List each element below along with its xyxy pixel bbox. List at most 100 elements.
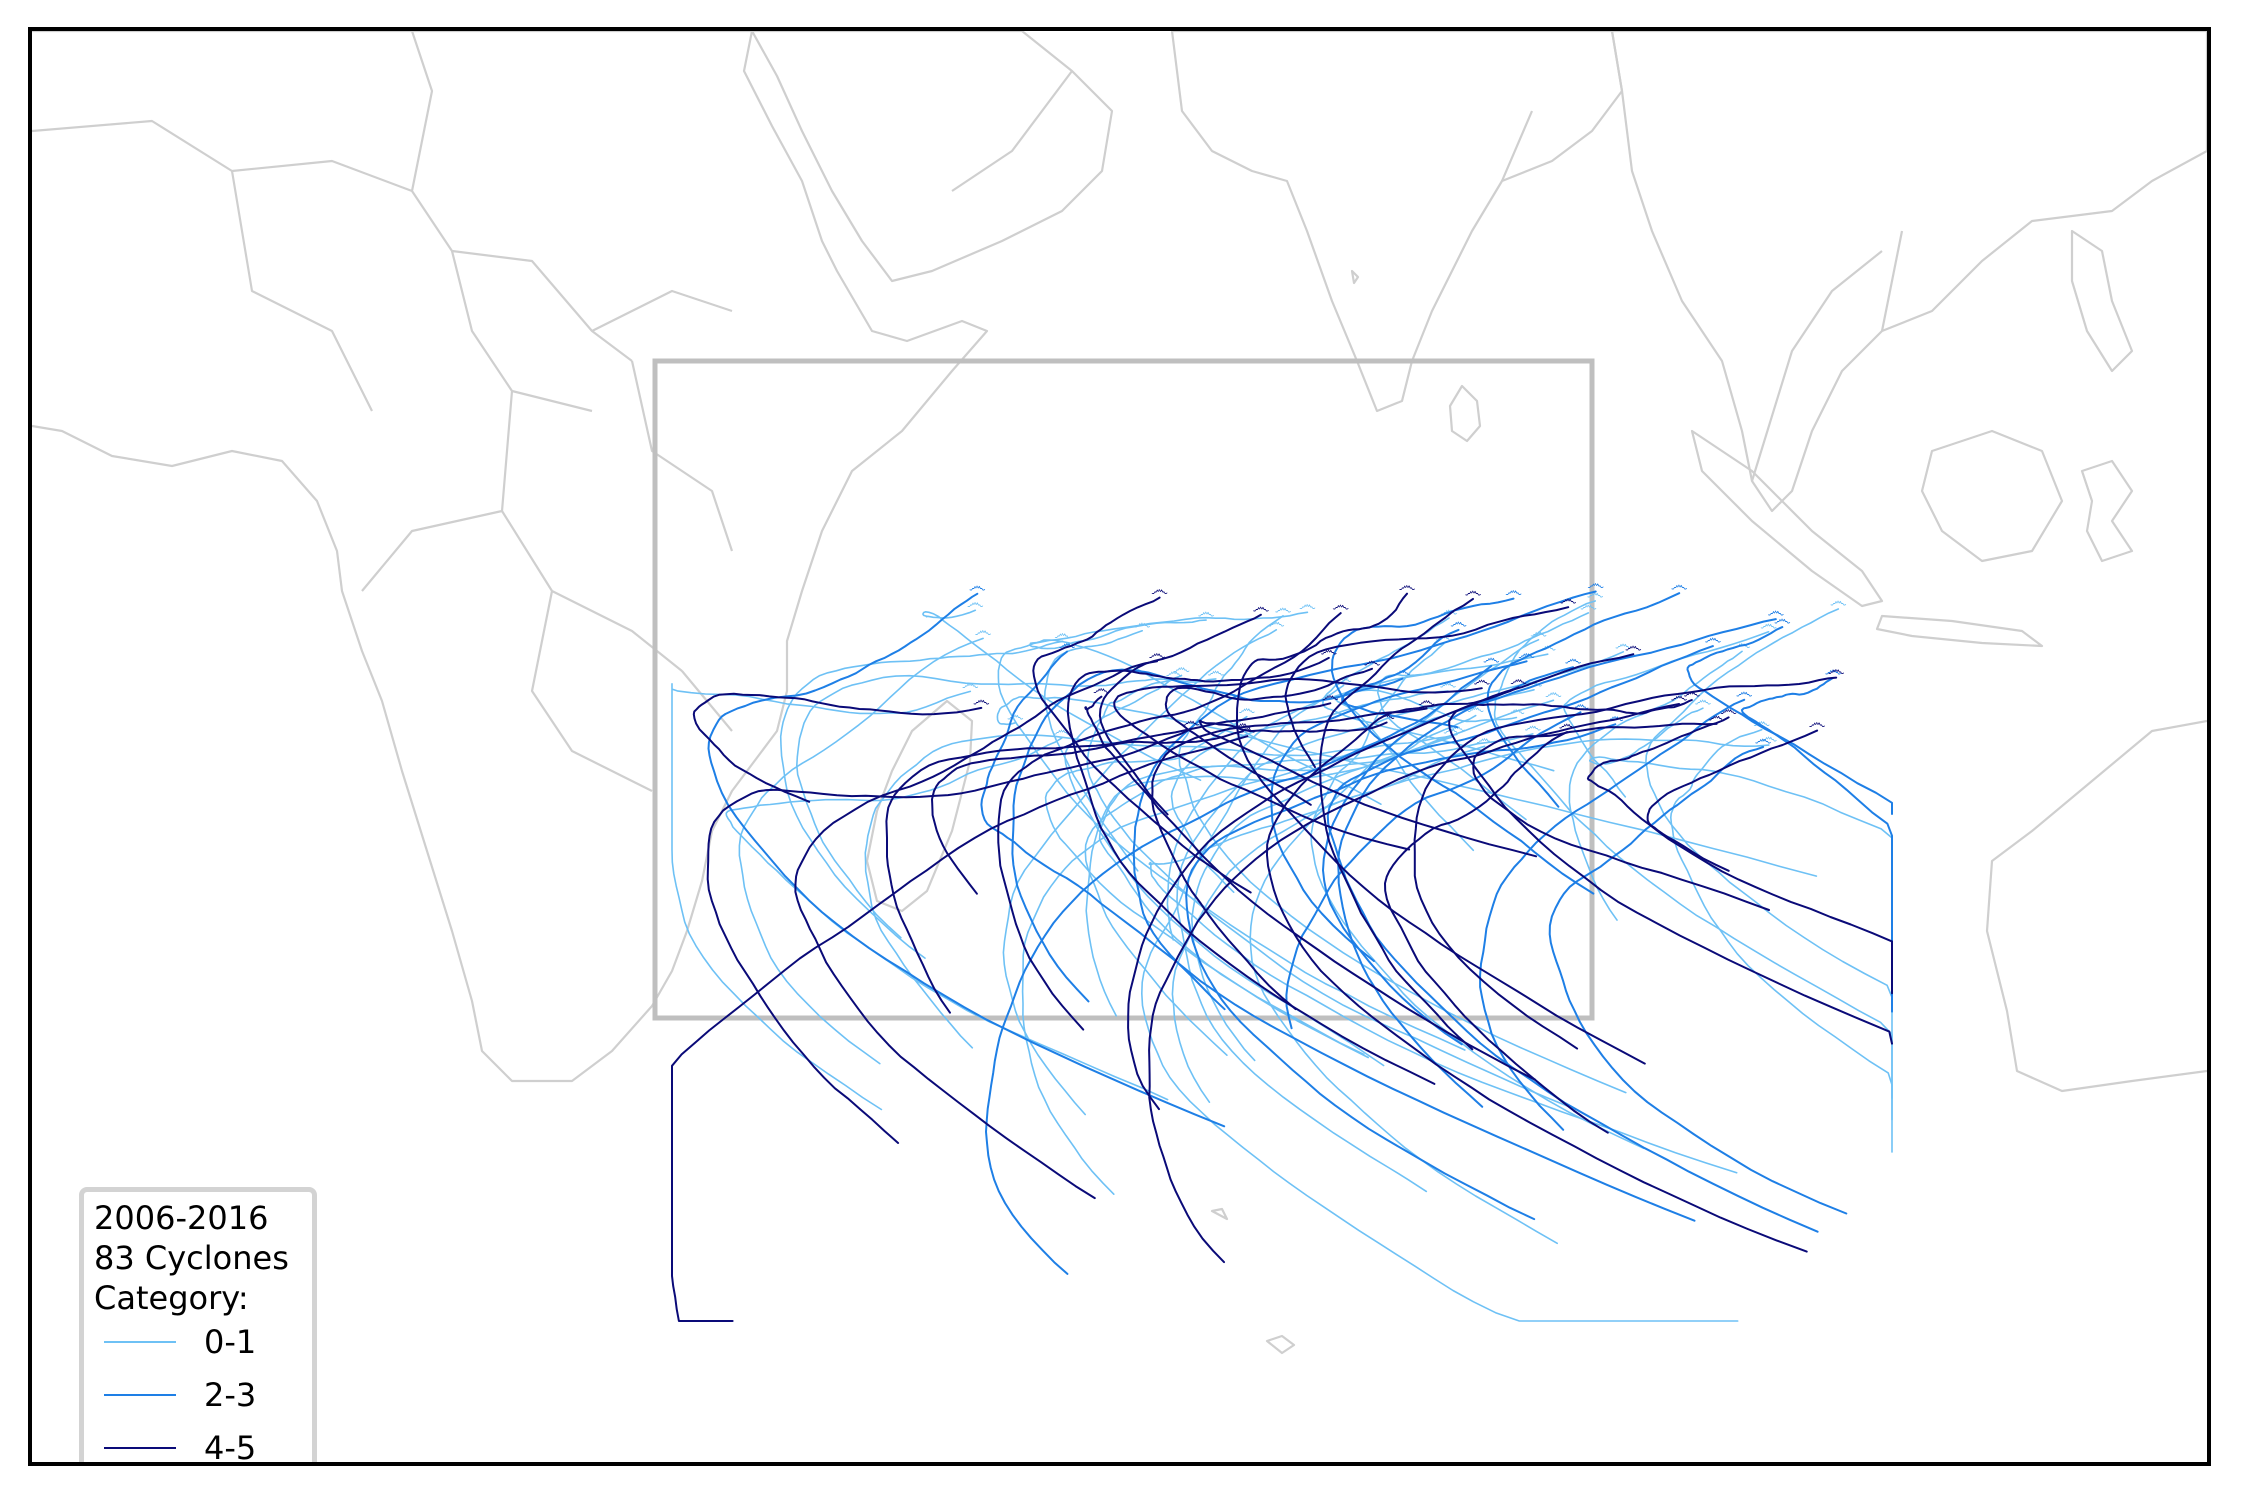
cyclone-genesis-icon: ෴ <box>1767 601 1784 622</box>
cyclone-track <box>671 682 972 1111</box>
cyclone-track <box>1670 728 1893 1121</box>
southeast-asia-coastline <box>1610 31 2207 513</box>
cyclone-track <box>1270 660 1528 962</box>
cyclone-genesis-icon: ෴ <box>1275 598 1292 619</box>
cyclone-genesis-icon: ෴ <box>1439 673 1456 694</box>
sri-lanka-coastline <box>1448 384 1482 443</box>
cyclone-genesis-icon: ෴ <box>1572 694 1589 715</box>
cyclone-track <box>1330 597 1595 895</box>
cyclone-genesis-icon: ෴ <box>1183 711 1200 732</box>
cyclone-genesis-icon: ෴ <box>1505 581 1522 602</box>
cyclone-track <box>980 650 1696 1222</box>
cyclone-genesis-icon: ෴ <box>1774 609 1791 630</box>
cyclone-genesis-icon: ෴ <box>1134 613 1151 634</box>
legend-entry-2-3: 2-3 <box>104 1375 304 1415</box>
cyclone-track <box>922 609 1202 782</box>
africa-coastline <box>32 31 989 1083</box>
map-frame: ෴ ෴ ෴ ෴ ෴ ෴ ෴ ෴ ෴ ෴ ෴ ෴ ෴ ෴ ෴ ෴ ෴ ෴ ෴ ෴ ෴ ෴ ෴ ෴ ෴ ෴ ෴ ෴ ෴ ෴ ෴ ෴ ෴ ෴ ෴ ෴ ෴ ෴ ෴ ෴… <box>28 27 2211 1466</box>
cyclone-genesis-icon: ෴ <box>1440 600 1457 621</box>
small-islands <box>1210 269 1360 1355</box>
cyclone-track <box>1266 686 1808 1253</box>
legend-label-0-1: 0-1 <box>204 1323 257 1361</box>
cyclone-track <box>1098 613 1262 816</box>
cyclone-genesis-icon: ෴ <box>1704 628 1721 649</box>
cyclone-genesis-icon: ෴ <box>1239 718 1256 739</box>
cyclone-track <box>706 727 1193 1144</box>
cyclone-genesis-icon: ෴ <box>1299 594 1316 615</box>
cyclone-genesis-icon: ෴ <box>1322 685 1339 706</box>
cyclone-track <box>1064 674 1385 1067</box>
cyclone-genesis-icon: ෴ <box>1464 581 1481 602</box>
cyclone-genesis-icon: ෴ <box>1720 699 1737 720</box>
cyclone-track <box>671 735 1249 1322</box>
cyclone-genesis-icon: ෴ <box>1198 602 1215 623</box>
legend: 2006-2016 83 Cyclones Category: 0-1 2-3 … <box>79 1187 317 1466</box>
cyclone-track <box>1285 711 1582 1030</box>
cyclone-track <box>885 702 1332 1014</box>
cyclone-genesis-icon: ෴ <box>1708 706 1725 727</box>
cyclone-genesis-icon: ෴ <box>1268 612 1285 633</box>
sulawesi-coastline <box>2080 459 2134 563</box>
cyclone-genesis-icon: ෴ <box>1615 634 1632 655</box>
australia-coastline <box>1985 719 2207 1093</box>
cyclone-track <box>1236 592 1646 1065</box>
cyclone-track <box>1164 667 1373 806</box>
cyclone-track <box>1562 630 1770 798</box>
cyclone-genesis-icon: ෴ <box>1252 597 1269 618</box>
cyclone-track <box>1021 688 1535 1195</box>
cyclone-track <box>1319 597 1474 1051</box>
cyclone-genesis-icon: ෴ <box>1510 669 1527 690</box>
cyclone-track <box>692 692 983 803</box>
cyclone-genesis-icon: ෴ <box>1830 591 1847 612</box>
cyclone-genesis-icon: ෴ <box>1054 623 1071 644</box>
cyclone-genesis-icon: ෴ <box>1733 633 1750 654</box>
sumatra-coastline <box>1690 429 1884 608</box>
cyclone-track <box>1310 642 1645 1150</box>
cyclone-genesis-icon: ෴ <box>1587 574 1604 595</box>
cyclone-track <box>1032 596 1252 894</box>
cyclone-genesis-icon: ෴ <box>1450 612 1467 633</box>
cyclone-track <box>1322 618 1777 1046</box>
cyclone-track <box>1178 614 1627 1094</box>
cyclone-track <box>1479 698 1746 1131</box>
legend-category-heading: Category: <box>94 1279 249 1317</box>
cyclone-track <box>1384 731 1609 1134</box>
legend-cyclone-count: 83 Cyclones <box>94 1239 289 1277</box>
cyclone-genesis-icon: ෴ <box>1755 729 1772 750</box>
cyclone-genesis-icon: ෴ <box>1473 670 1490 691</box>
cyclone-genesis-icon: ෴ <box>1560 589 1577 610</box>
cyclone-track <box>997 611 1466 1051</box>
cyclone-genesis-icon: ෴ <box>1173 658 1190 679</box>
java-coastline <box>1875 614 2044 648</box>
legend-swatch-0-1 <box>104 1341 176 1343</box>
cyclone-genesis-icon: ෴ <box>1809 713 1826 734</box>
cyclone-track <box>1198 719 1538 858</box>
cyclone-track <box>1586 716 1893 995</box>
cyclone-genesis-icon: ෴ <box>1671 686 1688 707</box>
cyclone-genesis-icon: ෴ <box>973 690 990 711</box>
cyclone-track <box>1148 745 1738 1174</box>
cyclone-track <box>1141 684 1739 1322</box>
cyclone-genesis-icon: ෴ <box>1320 640 1337 661</box>
cyclone-genesis-icon: ෴ <box>1363 651 1380 672</box>
cyclone-track <box>1413 676 1838 1050</box>
cyclone-genesis-icon: ෴ <box>1559 714 1576 735</box>
legend-label-2-3: 2-3 <box>204 1376 257 1414</box>
cyclone-track <box>1084 733 1534 1056</box>
cyclone-track <box>1326 645 1819 1233</box>
cyclone-genesis-icon: ෴ <box>1671 575 1688 596</box>
cyclone-track <box>1085 699 1555 1017</box>
cyclone-track <box>1686 626 1893 815</box>
study-region-box <box>652 358 1595 1021</box>
cyclone-genesis-icon: ෴ <box>1508 700 1525 721</box>
cyclone-genesis-icon: ෴ <box>1394 661 1411 682</box>
cyclone-track <box>1084 695 1537 1081</box>
cyclone-genesis-icon: ෴ <box>1736 682 1753 703</box>
cyclone-genesis-icon: ෴ <box>1545 682 1562 703</box>
cyclone-track <box>1486 592 1681 808</box>
cyclone-track <box>725 737 1169 1101</box>
cyclone-genesis-icon: ෴ <box>1398 576 1415 597</box>
legend-label-4-5: 4-5 <box>204 1429 257 1466</box>
cyclone-track-map: ෴෴෴෴෴෴෴෴෴෴෴෴෴෴෴෴෴෴෴ ෴෴෴෴෴෴෴෴෴෴෴෴෴෴ ෴෴෴෴෴෴෴… <box>32 31 2207 1355</box>
cyclone-genesis-icon: ෴ <box>1625 636 1642 657</box>
